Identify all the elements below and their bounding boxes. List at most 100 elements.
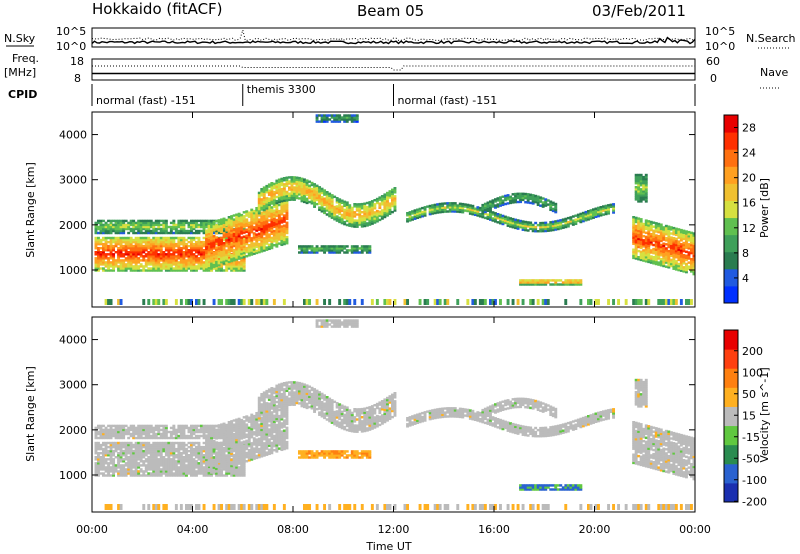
power-cell <box>285 192 289 196</box>
velocity-cell <box>222 474 226 477</box>
power-cell <box>644 258 648 261</box>
velocity-cell <box>159 424 163 428</box>
power-cell <box>669 252 673 256</box>
power-cell <box>187 236 191 240</box>
power-cell <box>599 212 603 215</box>
velocity-cell <box>102 441 105 445</box>
power-cell <box>353 205 357 208</box>
power-cell <box>240 222 244 225</box>
power-cell <box>672 226 676 230</box>
power-cell <box>386 197 389 201</box>
power-cell <box>333 205 337 209</box>
power-cell <box>267 229 271 232</box>
power-cell <box>659 254 663 257</box>
nave-series <box>92 65 695 71</box>
power-cell <box>117 219 121 223</box>
power-cell <box>393 203 397 206</box>
cpid-segment-label: themis 3300 <box>247 83 316 96</box>
power-cell <box>506 216 510 219</box>
power-cell <box>174 227 178 231</box>
power-cell <box>227 248 231 251</box>
power-cell <box>690 233 693 237</box>
power-cell <box>114 263 118 266</box>
power-cell <box>682 258 686 261</box>
power-cell <box>315 192 319 196</box>
power-cell <box>147 223 151 227</box>
power-cell <box>187 259 191 262</box>
power-cell <box>280 187 284 191</box>
power-cell <box>242 215 246 218</box>
power-cell <box>139 269 143 272</box>
power-cell <box>222 221 226 225</box>
power-cell <box>298 183 301 186</box>
power-cell <box>225 222 229 226</box>
power-cell <box>240 261 244 264</box>
velocity-cell <box>187 472 191 475</box>
power-cell <box>524 196 528 200</box>
power-cell <box>247 211 251 214</box>
power-cell <box>255 209 259 212</box>
power-cell <box>476 210 480 213</box>
power-cell <box>526 279 530 282</box>
power-cell <box>667 262 671 265</box>
power-cell <box>270 236 274 240</box>
velocity-cell <box>162 441 166 445</box>
power-cell <box>237 224 241 228</box>
power-cell <box>453 204 457 207</box>
power-cell <box>391 210 394 214</box>
velocity-cell <box>200 452 203 455</box>
power-cell <box>235 250 239 253</box>
power-cell <box>222 254 226 257</box>
power-cell <box>280 237 284 240</box>
velocity-cell <box>167 472 171 475</box>
power-cell <box>360 217 364 220</box>
velocity-cell <box>177 460 181 463</box>
power-cell <box>285 231 289 235</box>
power-cell <box>677 246 681 249</box>
power-cell <box>599 210 603 213</box>
power-cell <box>679 255 683 258</box>
power-cell <box>330 194 334 197</box>
power-cell <box>185 231 188 235</box>
power-cell <box>285 217 289 221</box>
power-cell <box>280 179 284 183</box>
power-cell <box>526 193 530 196</box>
power-cell <box>642 245 646 248</box>
power-cell <box>644 219 648 222</box>
power-cell <box>167 265 171 268</box>
power-cell <box>330 210 334 213</box>
velocity-cell <box>124 441 128 445</box>
power-cell <box>509 221 513 224</box>
power-cell <box>559 219 563 222</box>
power-cell <box>546 299 550 305</box>
power-cell <box>225 261 229 264</box>
power-cell <box>674 249 678 253</box>
power-cell <box>122 263 126 266</box>
velocity-cell <box>149 460 153 463</box>
velocity-cell <box>207 452 211 455</box>
power-cell <box>358 217 362 220</box>
power-cell <box>652 251 656 255</box>
power-cell <box>205 231 209 234</box>
power-cell <box>340 207 344 211</box>
velocity-cell <box>129 443 133 447</box>
power-cell <box>270 200 274 203</box>
power-cell <box>298 176 301 180</box>
power-cell <box>295 178 299 181</box>
power-cell <box>260 198 264 201</box>
velocity-cell <box>134 428 138 432</box>
power-cell <box>571 279 575 282</box>
power-cell <box>270 222 274 225</box>
power-cell <box>215 252 219 255</box>
power-cell <box>632 250 636 254</box>
power-cell <box>323 199 327 202</box>
power-cell <box>303 299 306 305</box>
velocity-cell <box>159 428 163 432</box>
power-cell <box>473 207 477 210</box>
power-cell <box>157 249 161 252</box>
power-cell <box>277 224 281 227</box>
power-cell <box>473 299 477 305</box>
power-cell <box>370 200 374 203</box>
power-cell <box>446 206 450 209</box>
